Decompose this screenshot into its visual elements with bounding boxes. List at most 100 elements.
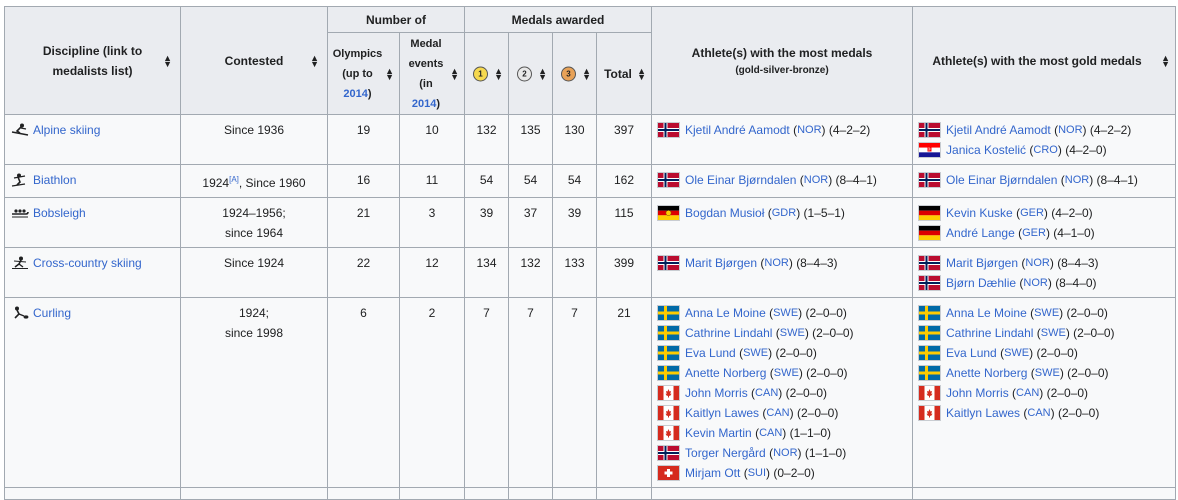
- athlete-link[interactable]: Eva Lund: [946, 346, 997, 360]
- sort-arrows-icon[interactable]: ▲ ▼: [538, 65, 547, 82]
- table-row: Alpine skiing Since 1936 19 10 132 135 1…: [4, 114, 1177, 165]
- noc-link[interactable]: SWE: [1040, 327, 1066, 339]
- bobsleigh-pictogram: [11, 206, 29, 220]
- contested-column-header[interactable]: Contested ▲ ▼: [180, 6, 328, 115]
- noc-link[interactable]: NOR: [773, 447, 798, 459]
- athlete-entry: Anna Le Moine (SWE) (2–0–0): [658, 303, 906, 323]
- athlete-link[interactable]: Kjetil André Aamodt: [946, 123, 1051, 137]
- discipline-link[interactable]: Alpine skiing: [33, 123, 101, 137]
- flag-can-icon: [658, 426, 680, 440]
- sort-arrows-icon[interactable]: ▲ ▼: [637, 65, 647, 82]
- athlete-link[interactable]: Kjetil André Aamodt: [685, 123, 790, 137]
- athlete-link[interactable]: Bjørn Dæhlie: [946, 276, 1017, 290]
- alpine-skiing-pictogram: [11, 123, 29, 137]
- athlete-link[interactable]: Kaitlyn Lawes: [946, 406, 1021, 420]
- athlete-link[interactable]: Kaitlyn Lawes: [685, 406, 760, 420]
- sort-arrows-icon[interactable]: ▲ ▼: [450, 65, 459, 82]
- medal-record: (8–4–3): [796, 256, 838, 270]
- athlete-link[interactable]: Janica Kostelić: [946, 143, 1027, 157]
- athlete-entry: Torger Nergård (NOR) (1–1–0): [658, 443, 906, 463]
- athlete-link[interactable]: Eva Lund: [685, 346, 736, 360]
- sort-arrows-icon[interactable]: ▲ ▼: [494, 65, 503, 82]
- noc-link[interactable]: GER: [1022, 227, 1046, 239]
- noc-link[interactable]: SWE: [773, 307, 799, 319]
- discipline-column-header[interactable]: Discipline (link to medalists list) ▲ ▼: [4, 6, 181, 115]
- athlete-link[interactable]: Kevin Martin: [685, 426, 752, 440]
- contested-cell: Since 1936: [180, 114, 328, 165]
- olympics-column-header[interactable]: Olympics (up to 2014) ▲ ▼: [327, 32, 400, 115]
- athlete-link[interactable]: Bogdan Musioł: [685, 206, 765, 220]
- most-gold-column-header[interactable]: Athlete(s) with the most gold medals ▲ ▼: [912, 6, 1177, 115]
- athlete-entry: Eva Lund (SWE) (2–0–0): [919, 343, 1169, 363]
- sort-arrows-icon[interactable]: ▲ ▼: [385, 65, 394, 82]
- athlete-link[interactable]: John Morris: [685, 386, 748, 400]
- noc-link[interactable]: CRO: [1033, 144, 1058, 156]
- athlete-link[interactable]: Cathrine Lindahl: [946, 326, 1034, 340]
- flag-swe-icon: [919, 326, 941, 340]
- noc-link[interactable]: CAN: [759, 427, 783, 439]
- medal-record: (1–5–1): [803, 206, 845, 220]
- sort-arrows-icon[interactable]: ▲ ▼: [1161, 52, 1171, 69]
- noc-link[interactable]: SWE: [1034, 307, 1060, 319]
- discipline-link[interactable]: Bobsleigh: [33, 206, 86, 220]
- flag-swe-icon: [658, 346, 680, 360]
- athlete-entry: Kjetil André Aamodt (NOR) (4–2–2): [658, 120, 906, 140]
- athlete-entry: Kevin Kuske (GER) (4–2–0): [919, 203, 1169, 223]
- athlete-link[interactable]: John Morris: [946, 386, 1009, 400]
- sort-arrows-icon[interactable]: ▲ ▼: [310, 52, 319, 69]
- athlete-link[interactable]: Cathrine Lindahl: [685, 326, 773, 340]
- discipline-link[interactable]: Cross-country skiing: [33, 256, 142, 270]
- noc-link[interactable]: SWE: [779, 327, 805, 339]
- noc-link[interactable]: NOR: [803, 174, 829, 186]
- most-medals-column-header[interactable]: Athlete(s) with the most medals (gold-si…: [651, 6, 914, 115]
- athlete-link[interactable]: Ole Einar Bjørndalen: [946, 173, 1058, 187]
- medal-record: (1–1–0): [789, 426, 832, 440]
- events-2014-link[interactable]: 2014: [411, 97, 437, 110]
- medal-record: (2–0–0): [1057, 406, 1100, 420]
- athlete-link[interactable]: Marit Bjørgen: [685, 256, 758, 270]
- noc-link[interactable]: SWE: [1034, 367, 1060, 379]
- noc-link[interactable]: CAN: [1027, 407, 1051, 419]
- athlete-link[interactable]: Anna Le Moine: [946, 306, 1027, 320]
- athlete-link[interactable]: Anette Norberg: [946, 366, 1028, 380]
- footnote-link[interactable]: [A]: [229, 175, 239, 184]
- discipline-link[interactable]: Biathlon: [33, 173, 77, 187]
- athlete-link[interactable]: Torger Nergård: [685, 446, 766, 460]
- medal-events-column-header[interactable]: Medal events (in 2014) ▲ ▼: [399, 32, 465, 115]
- total-column-header[interactable]: Total ▲ ▼: [595, 32, 653, 115]
- noc-link[interactable]: NOR: [797, 124, 822, 136]
- sort-arrows-icon[interactable]: ▲ ▼: [582, 65, 591, 82]
- gold-column-header[interactable]: 1 ▲ ▼: [464, 32, 509, 115]
- sort-arrows-icon[interactable]: ▲ ▼: [163, 52, 172, 69]
- flag-swe-icon: [658, 306, 680, 320]
- noc-link[interactable]: SUI: [747, 467, 767, 479]
- discipline-cell: Bobsleigh: [4, 197, 181, 248]
- discipline-link[interactable]: Curling: [33, 306, 72, 320]
- noc-link[interactable]: GDR: [771, 207, 797, 219]
- most-medals-cell: Bogdan Musioł (GDR) (1–5–1): [651, 197, 914, 248]
- noc-link[interactable]: GER: [1020, 207, 1044, 219]
- athlete-link[interactable]: Ole Einar Bjørndalen: [685, 173, 797, 187]
- bronze-column-header[interactable]: 3 ▲ ▼: [552, 32, 597, 115]
- athlete-link[interactable]: Anna Le Moine: [685, 306, 766, 320]
- noc-link[interactable]: SWE: [1004, 347, 1030, 359]
- athlete-link[interactable]: André Lange: [946, 226, 1015, 240]
- olympics-2014-link[interactable]: 2014: [343, 87, 368, 100]
- noc-link[interactable]: SWE: [773, 367, 799, 379]
- total-cell: 21: [595, 297, 653, 488]
- noc-link[interactable]: NOR: [1058, 124, 1083, 136]
- silver-column-header[interactable]: 2 ▲ ▼: [508, 32, 553, 115]
- athlete-link[interactable]: Anette Norberg: [685, 366, 767, 380]
- noc-link[interactable]: NOR: [1064, 174, 1090, 186]
- noc-link[interactable]: NOR: [1023, 277, 1048, 289]
- athlete-link[interactable]: Mirjam Ott: [685, 466, 741, 480]
- athlete-link[interactable]: Kevin Kuske: [946, 206, 1013, 220]
- noc-link[interactable]: NOR: [1025, 257, 1050, 269]
- athlete-link[interactable]: Marit Bjørgen: [946, 256, 1019, 270]
- noc-link[interactable]: CAN: [755, 387, 779, 399]
- most-gold-cell: Ole Einar Bjørndalen (NOR) (8–4–1): [912, 164, 1177, 198]
- noc-link[interactable]: NOR: [764, 257, 789, 269]
- noc-link[interactable]: SWE: [743, 347, 769, 359]
- noc-link[interactable]: CAN: [1016, 387, 1040, 399]
- noc-link[interactable]: CAN: [766, 407, 790, 419]
